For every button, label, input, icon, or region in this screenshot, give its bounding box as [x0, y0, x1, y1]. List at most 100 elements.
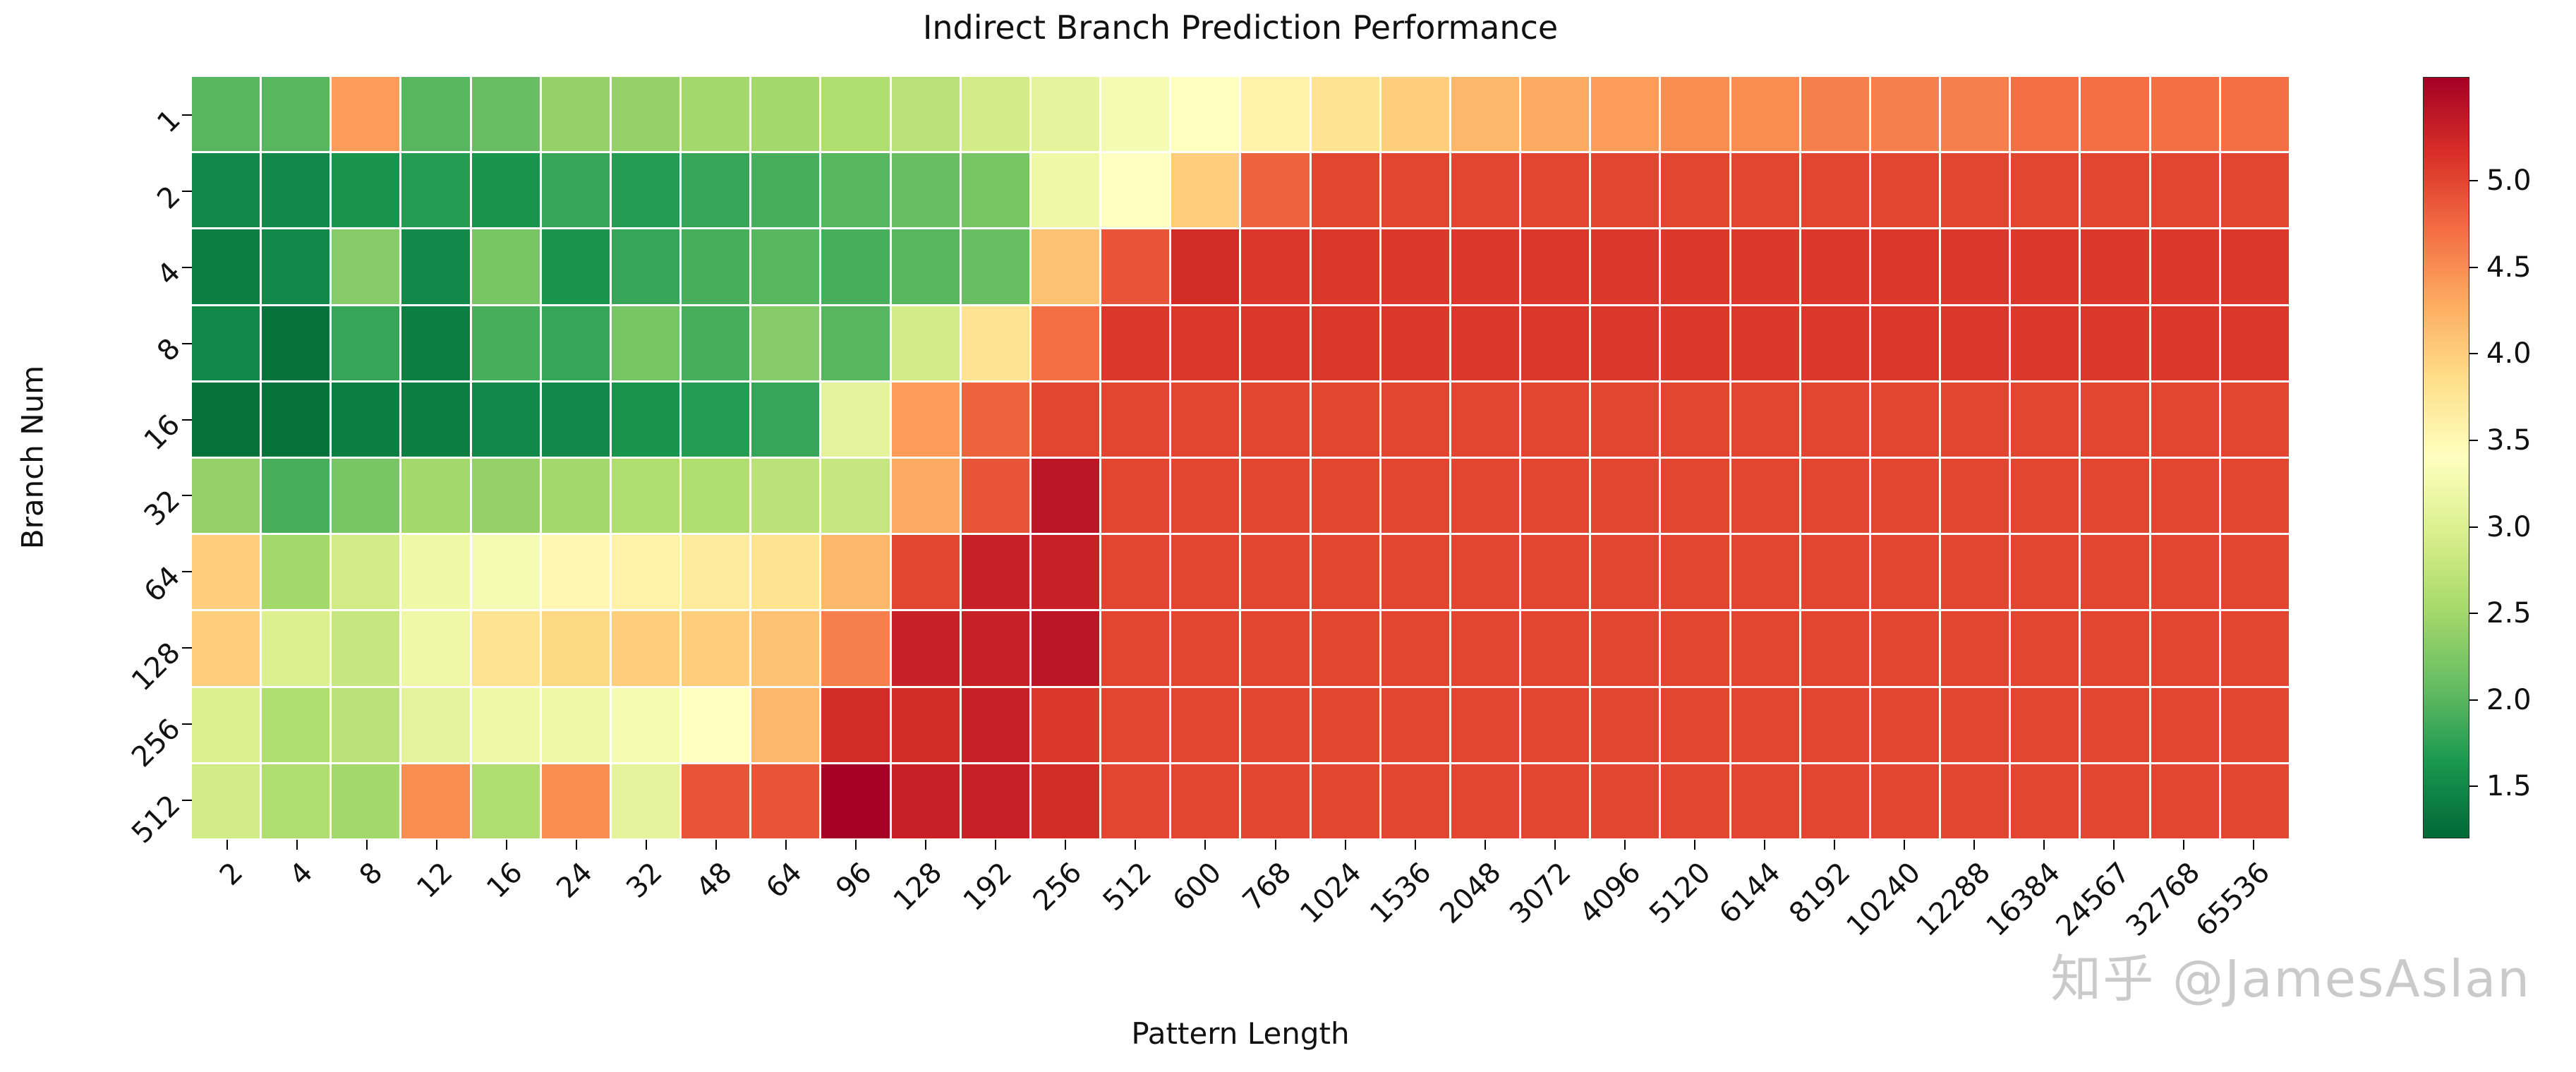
heatmap-cell	[961, 229, 1029, 304]
heatmap-cell	[1381, 153, 1449, 228]
heatmap-cell	[2151, 687, 2219, 762]
x-tick-label: 2048	[1434, 856, 1508, 930]
heatmap-cell	[541, 458, 610, 534]
heatmap-cell	[1451, 458, 1520, 534]
heatmap-cell	[1451, 764, 1520, 838]
heatmap-cell	[1801, 611, 1869, 686]
heatmap-cell	[961, 611, 1029, 686]
heatmap-cell	[1870, 611, 1940, 686]
x-tick-label: 4	[283, 856, 320, 892]
heatmap-cell	[611, 611, 680, 686]
heatmap-cell	[751, 229, 820, 304]
heatmap-cell	[541, 611, 610, 686]
heatmap-cell	[961, 764, 1029, 838]
heatmap-cell	[1661, 306, 1729, 380]
heatmap-cell	[1241, 229, 1310, 304]
heatmap-cell	[1801, 77, 1869, 152]
x-tick-mark	[1693, 840, 1695, 850]
heatmap-cell	[611, 687, 680, 762]
heatmap-cell	[1381, 687, 1449, 762]
heatmap-cell	[682, 764, 750, 838]
heatmap-cell	[1171, 77, 1240, 152]
heatmap-cell	[1311, 687, 1379, 762]
heatmap-cell	[192, 306, 260, 380]
heatmap-cell	[1801, 229, 1869, 304]
x-tick-mark	[785, 840, 787, 850]
x-tick-mark	[226, 840, 228, 850]
heatmap-cell	[751, 458, 820, 534]
heatmap-cell	[682, 458, 750, 534]
heatmap-cell	[1311, 764, 1379, 838]
heatmap-cell	[2220, 764, 2289, 838]
heatmap-cell	[262, 764, 330, 838]
x-tick-label: 24	[550, 856, 599, 905]
heatmap-cell	[682, 535, 750, 610]
x-tick-mark	[1274, 840, 1276, 850]
heatmap-cell	[961, 77, 1029, 152]
heatmap-cell	[1870, 153, 1940, 228]
heatmap-cell	[401, 229, 470, 304]
heatmap-cell	[332, 535, 400, 610]
heatmap-cell	[1031, 306, 1100, 380]
heatmap-cell	[192, 764, 260, 838]
heatmap-cell	[2220, 382, 2289, 457]
heatmap-cell	[2081, 764, 2149, 838]
heatmap-cell	[611, 764, 680, 838]
colorbar-tick-mark	[2469, 699, 2478, 701]
y-tick-mark	[182, 571, 192, 573]
heatmap-cell	[682, 611, 750, 686]
heatmap-cell	[2220, 229, 2289, 304]
heatmap-cell	[192, 458, 260, 534]
heatmap-cell	[1381, 458, 1449, 534]
heatmap-cell	[401, 535, 470, 610]
heatmap-cell	[1311, 382, 1379, 457]
heatmap-cell	[2081, 535, 2149, 610]
y-tick-mark	[182, 800, 192, 802]
heatmap-cell	[332, 458, 400, 534]
heatmap-cell	[1381, 229, 1449, 304]
heatmap-cell	[1661, 77, 1729, 152]
heatmap-cell	[611, 77, 680, 152]
heatmap-cell	[1241, 153, 1310, 228]
heatmap-cell	[541, 764, 610, 838]
heatmap-cell	[2151, 382, 2219, 457]
heatmap-cell	[2081, 153, 2149, 228]
heatmap-cell	[1311, 306, 1379, 380]
y-tick-label: 16	[138, 408, 187, 457]
heatmap-cell	[1101, 535, 1170, 610]
heatmap-cell	[1031, 764, 1100, 838]
heatmap-cell	[1101, 229, 1170, 304]
heatmap-cell	[611, 535, 680, 610]
heatmap-cell	[1870, 229, 1940, 304]
x-tick-label: 65536	[2189, 856, 2277, 943]
x-tick-mark	[1764, 840, 1765, 850]
heatmap-cell	[1591, 77, 1659, 152]
heatmap-cell	[262, 229, 330, 304]
heatmap-cell	[1591, 229, 1659, 304]
heatmap-cell	[192, 229, 260, 304]
heatmap-cell	[682, 153, 750, 228]
heatmap-cell	[751, 764, 820, 838]
heatmap-cell	[471, 153, 540, 228]
heatmap-cell	[2220, 458, 2289, 534]
heatmap-cell	[1101, 153, 1170, 228]
y-tick-mark	[182, 647, 192, 649]
colorbar	[2423, 77, 2469, 838]
heatmap-cell	[2151, 77, 2219, 152]
y-tick-label: 4	[150, 255, 187, 292]
x-tick-label: 1024	[1293, 856, 1368, 930]
heatmap-cell	[1941, 764, 2009, 838]
colorbar-tick-label: 4.0	[2486, 337, 2532, 371]
heatmap-cell	[1031, 458, 1100, 534]
heatmap-cell	[1521, 458, 1590, 534]
heatmap-cell	[471, 687, 540, 762]
x-tick-label: 96	[830, 856, 878, 905]
heatmap-cell	[891, 764, 960, 838]
heatmap-cell	[821, 153, 890, 228]
heatmap-cell	[961, 458, 1029, 534]
heatmap-cell	[1381, 764, 1449, 838]
heatmap-cell	[1941, 306, 2009, 380]
heatmap-cell	[1101, 382, 1170, 457]
heatmap-cell	[1801, 458, 1869, 534]
heatmap-cell	[682, 77, 750, 152]
